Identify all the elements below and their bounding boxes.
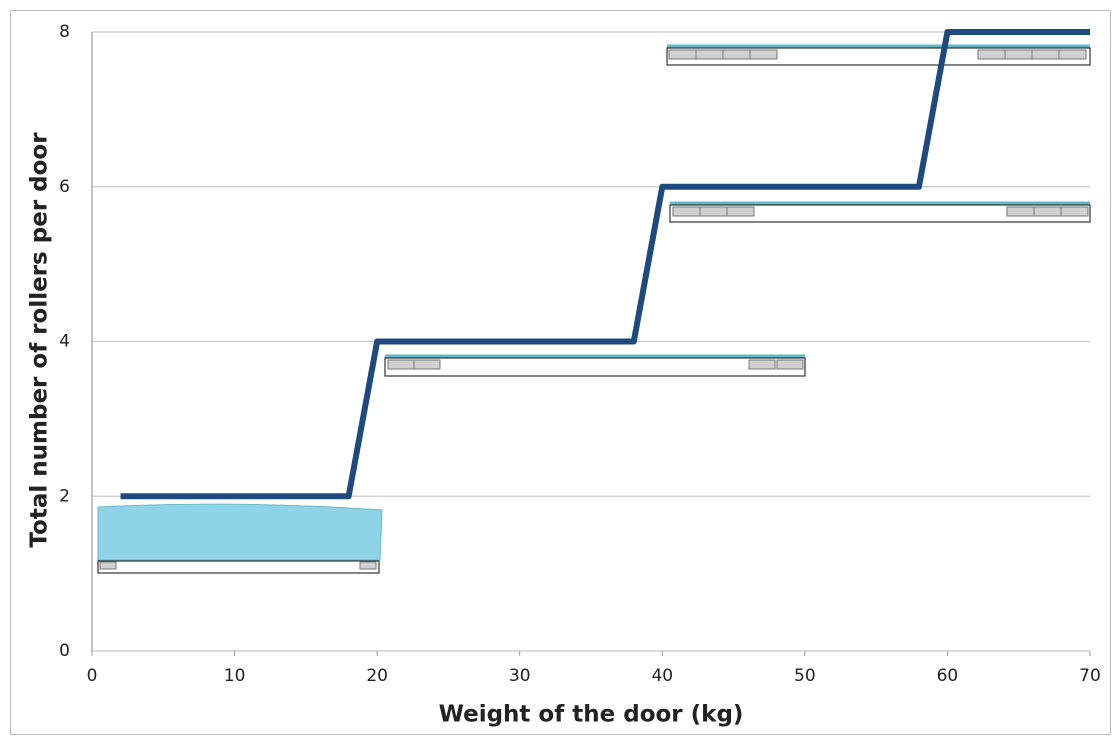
roller <box>359 561 377 570</box>
roller <box>1004 49 1033 60</box>
x-tick-label: 20 <box>366 666 388 686</box>
y-axis-title: Total number of rollers per door <box>27 132 53 548</box>
door-rail <box>97 560 380 574</box>
frame <box>10 10 1111 735</box>
roller <box>722 49 751 60</box>
x-tick-label: 40 <box>651 666 673 686</box>
roller <box>1058 49 1087 60</box>
data-line <box>120 29 1090 500</box>
roller <box>1006 206 1035 217</box>
x-tick-label: 0 <box>87 666 98 686</box>
roller <box>1060 206 1089 217</box>
door-illustrations <box>97 44 1091 574</box>
roller <box>977 49 1006 60</box>
door-rail <box>384 357 806 377</box>
x-tick-label: 30 <box>509 666 531 686</box>
x-tick-label: 50 <box>794 666 816 686</box>
x-axis-title: Weight of the door (kg) <box>439 702 744 728</box>
x-tick-label: 70 <box>1079 666 1101 686</box>
roller <box>699 206 728 217</box>
roller <box>387 359 415 370</box>
door-panel <box>97 503 383 561</box>
roller <box>748 359 776 370</box>
y-tick-label: 2 <box>59 486 70 506</box>
y-tick-label: 4 <box>59 332 70 352</box>
x-tick-label: 60 <box>937 666 959 686</box>
roller <box>668 49 697 60</box>
y-tick-label: 6 <box>59 177 70 197</box>
roller <box>776 359 804 370</box>
x-tick-label: 10 <box>224 666 246 686</box>
y-tick-label: 0 <box>59 641 70 661</box>
roller <box>749 49 778 60</box>
roller <box>1033 206 1062 217</box>
roller <box>99 561 117 570</box>
roller <box>1031 49 1060 60</box>
roller <box>672 206 701 217</box>
roller <box>413 359 441 370</box>
y-tick-label: 8 <box>59 22 70 42</box>
roller <box>695 49 724 60</box>
door-rail <box>669 204 1091 223</box>
roller <box>726 206 755 217</box>
